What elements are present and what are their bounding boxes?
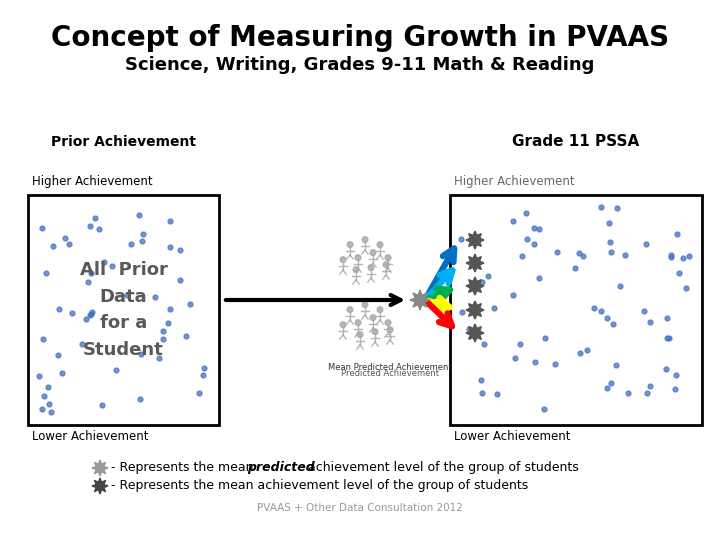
Polygon shape — [466, 231, 484, 249]
Circle shape — [340, 256, 346, 262]
Circle shape — [355, 320, 361, 326]
Circle shape — [368, 265, 374, 271]
Text: Higher Achievement: Higher Achievement — [454, 176, 575, 188]
Polygon shape — [466, 254, 484, 272]
Circle shape — [372, 329, 378, 334]
Polygon shape — [466, 277, 484, 295]
Circle shape — [347, 242, 353, 247]
Circle shape — [387, 327, 393, 333]
Circle shape — [357, 332, 363, 338]
Circle shape — [355, 255, 361, 260]
Text: - Represents the mean achievement level of the group of students: - Represents the mean achievement level … — [111, 480, 528, 492]
Text: PVAAS + Other Data Consultation 2012: PVAAS + Other Data Consultation 2012 — [257, 503, 463, 513]
Circle shape — [362, 237, 368, 242]
Text: Science, Writing, Grades 9-11 Math & Reading: Science, Writing, Grades 9-11 Math & Rea… — [125, 56, 595, 74]
Circle shape — [370, 250, 376, 255]
Text: Higher Achievement: Higher Achievement — [32, 176, 153, 188]
Text: predicted: predicted — [247, 462, 315, 475]
Circle shape — [385, 255, 391, 260]
Text: Predicted Achievement: Predicted Achievement — [341, 369, 439, 379]
Circle shape — [377, 242, 383, 247]
Text: - Represents the mean: - Represents the mean — [111, 462, 258, 475]
Text: Prior Achievement: Prior Achievement — [51, 135, 196, 149]
Polygon shape — [410, 290, 430, 310]
Text: All  Prior
Data
for a
Student: All Prior Data for a Student — [80, 261, 168, 359]
Text: achievement level of the group of students: achievement level of the group of studen… — [304, 462, 579, 475]
Text: Grade 11 PSSA: Grade 11 PSSA — [513, 134, 639, 150]
Polygon shape — [466, 301, 484, 319]
Circle shape — [347, 307, 353, 313]
Circle shape — [383, 262, 389, 267]
Circle shape — [353, 267, 359, 273]
Circle shape — [370, 315, 376, 321]
Text: Mean Predicted Achievement: Mean Predicted Achievement — [328, 362, 452, 372]
Bar — [450, 195, 702, 425]
Text: Lower Achievement: Lower Achievement — [454, 430, 570, 443]
Bar — [28, 195, 219, 425]
Circle shape — [340, 322, 346, 328]
Polygon shape — [92, 460, 108, 476]
Text: Lower Achievement: Lower Achievement — [32, 430, 148, 443]
Circle shape — [362, 302, 368, 307]
Text: Concept of Measuring Growth in PVAAS: Concept of Measuring Growth in PVAAS — [51, 24, 669, 52]
Circle shape — [377, 307, 383, 313]
Circle shape — [385, 320, 391, 326]
Polygon shape — [466, 324, 484, 342]
Polygon shape — [92, 478, 108, 494]
